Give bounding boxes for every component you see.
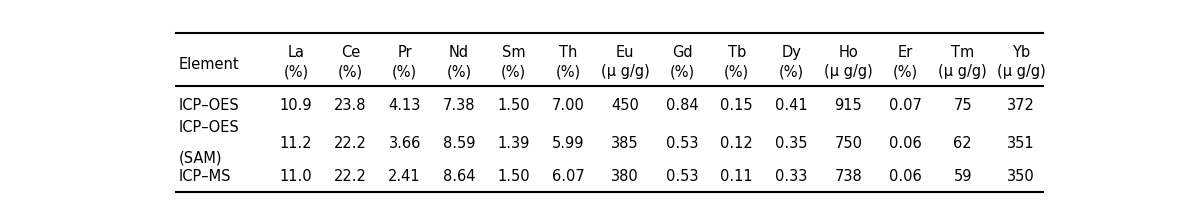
Text: 23.8: 23.8 bbox=[334, 98, 367, 113]
Text: (%): (%) bbox=[778, 64, 803, 79]
Text: (%): (%) bbox=[556, 64, 581, 79]
Text: (%): (%) bbox=[725, 64, 750, 79]
Text: 4.13: 4.13 bbox=[388, 98, 421, 113]
Text: Sm: Sm bbox=[502, 45, 525, 60]
Text: (μ g/g): (μ g/g) bbox=[823, 64, 872, 79]
Text: 59: 59 bbox=[953, 169, 972, 184]
Text: 1.50: 1.50 bbox=[497, 169, 530, 184]
Text: ICP–OES: ICP–OES bbox=[178, 98, 239, 113]
Text: (%): (%) bbox=[393, 64, 418, 79]
Text: (μ g/g): (μ g/g) bbox=[938, 64, 987, 79]
Text: Pr: Pr bbox=[397, 45, 412, 60]
Text: 0.12: 0.12 bbox=[720, 136, 753, 151]
Text: 8.59: 8.59 bbox=[443, 136, 475, 151]
Text: 2.41: 2.41 bbox=[388, 169, 421, 184]
Text: 0.06: 0.06 bbox=[889, 169, 922, 184]
Text: 0.53: 0.53 bbox=[666, 169, 699, 184]
Text: 385: 385 bbox=[612, 136, 639, 151]
Text: 0.15: 0.15 bbox=[720, 98, 753, 113]
Text: (SAM): (SAM) bbox=[178, 151, 221, 166]
Text: 6.07: 6.07 bbox=[551, 169, 584, 184]
Text: La: La bbox=[287, 45, 305, 60]
Text: Tb: Tb bbox=[727, 45, 746, 60]
Text: Nd: Nd bbox=[449, 45, 469, 60]
Text: ICP–MS: ICP–MS bbox=[178, 169, 231, 184]
Text: 372: 372 bbox=[1007, 98, 1035, 113]
Text: 7.00: 7.00 bbox=[551, 98, 584, 113]
Text: (%): (%) bbox=[283, 64, 308, 79]
Text: 0.41: 0.41 bbox=[775, 98, 807, 113]
Text: Er: Er bbox=[897, 45, 913, 60]
Text: (μ g/g): (μ g/g) bbox=[997, 64, 1046, 79]
Text: 3.66: 3.66 bbox=[388, 136, 421, 151]
Text: 0.07: 0.07 bbox=[889, 98, 922, 113]
Text: 5.99: 5.99 bbox=[552, 136, 584, 151]
Text: 8.64: 8.64 bbox=[443, 169, 475, 184]
Text: 11.0: 11.0 bbox=[280, 169, 312, 184]
Text: 750: 750 bbox=[834, 136, 863, 151]
Text: 0.33: 0.33 bbox=[775, 169, 807, 184]
Text: (%): (%) bbox=[501, 64, 526, 79]
Text: 0.11: 0.11 bbox=[720, 169, 753, 184]
Text: Element: Element bbox=[178, 57, 239, 72]
Text: Th: Th bbox=[559, 45, 577, 60]
Text: 738: 738 bbox=[834, 169, 862, 184]
Text: (%): (%) bbox=[338, 64, 363, 79]
Text: 0.35: 0.35 bbox=[775, 136, 807, 151]
Text: 1.39: 1.39 bbox=[497, 136, 530, 151]
Text: 10.9: 10.9 bbox=[280, 98, 312, 113]
Text: 0.06: 0.06 bbox=[889, 136, 922, 151]
Text: 0.84: 0.84 bbox=[666, 98, 699, 113]
Text: 0.53: 0.53 bbox=[666, 136, 699, 151]
Text: (%): (%) bbox=[892, 64, 917, 79]
Text: ICP–OES: ICP–OES bbox=[178, 120, 239, 135]
Text: 915: 915 bbox=[834, 98, 862, 113]
Text: 22.2: 22.2 bbox=[334, 136, 367, 151]
Text: (%): (%) bbox=[670, 64, 695, 79]
Text: 75: 75 bbox=[953, 98, 972, 113]
Text: (%): (%) bbox=[446, 64, 471, 79]
Text: Dy: Dy bbox=[781, 45, 801, 60]
Text: 380: 380 bbox=[612, 169, 639, 184]
Text: 11.2: 11.2 bbox=[280, 136, 312, 151]
Text: Ho: Ho bbox=[839, 45, 858, 60]
Text: 62: 62 bbox=[953, 136, 972, 151]
Text: (μ g/g): (μ g/g) bbox=[601, 64, 650, 79]
Text: Tm: Tm bbox=[951, 45, 975, 60]
Text: Ce: Ce bbox=[340, 45, 359, 60]
Text: 450: 450 bbox=[612, 98, 639, 113]
Text: 22.2: 22.2 bbox=[334, 169, 367, 184]
Text: Eu: Eu bbox=[616, 45, 634, 60]
Text: Yb: Yb bbox=[1013, 45, 1031, 60]
Text: Gd: Gd bbox=[672, 45, 693, 60]
Text: 351: 351 bbox=[1008, 136, 1035, 151]
Text: 7.38: 7.38 bbox=[443, 98, 475, 113]
Text: 1.50: 1.50 bbox=[497, 98, 530, 113]
Text: 350: 350 bbox=[1007, 169, 1035, 184]
